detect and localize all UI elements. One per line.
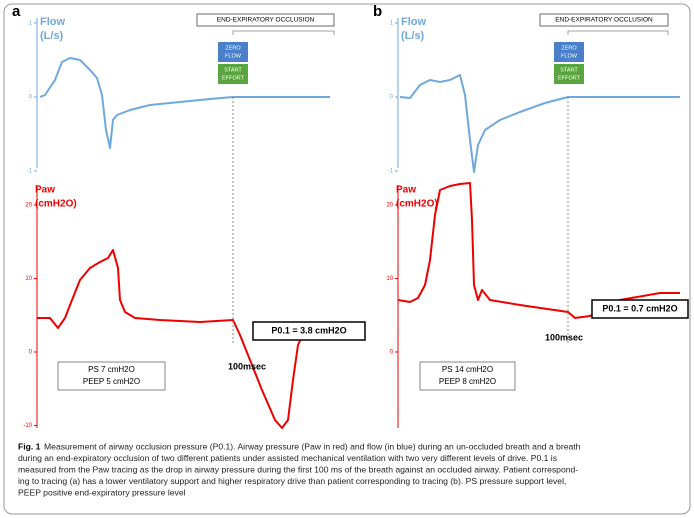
flow-label: Flow <box>40 16 65 28</box>
p01-box <box>591 299 689 319</box>
flow-tick-label: 0 <box>29 95 33 101</box>
flow-label: Flow <box>401 16 426 28</box>
p01-label: P0.1 = 3.8 cmH2O <box>271 325 346 335</box>
flow-label: (L/s) <box>40 30 64 42</box>
caption-line: ing to tracing (a) has a lower ventilato… <box>18 476 566 486</box>
settings-label: PS 14 cmH2O <box>442 365 493 374</box>
paw-tick-label: 0 <box>390 350 394 356</box>
paw-tick-label: 0 <box>29 350 33 356</box>
caption-label: Fig. 1 <box>18 441 41 451</box>
paw-tick-label: 20 <box>25 203 32 209</box>
figure-border <box>3 3 691 515</box>
paw-label: (cmH2O) <box>396 199 438 210</box>
occlusion-bracket <box>232 30 335 35</box>
paw-tick-label: 10 <box>25 276 32 282</box>
interval-label: 100msec <box>228 361 266 371</box>
occlusion-box <box>539 13 669 27</box>
paw-label: (cmH2O) <box>35 199 77 210</box>
caption-line: measured from the Paw tracing as the dro… <box>18 464 578 474</box>
paw-trace <box>37 249 321 429</box>
paw-trace <box>397 182 680 319</box>
caption-line: during an end-expiratory occlusion of tw… <box>18 453 557 463</box>
caption-line: Measurement of airway occlusion pressure… <box>44 441 581 451</box>
zero-flow-label: ZERO <box>561 45 577 51</box>
paw-label: Paw <box>396 185 416 196</box>
p01-label: P0.1 = 0.7 cmH2O <box>602 303 677 313</box>
flow-tick-label: 0 <box>390 95 394 101</box>
settings-box <box>57 361 166 391</box>
start-effort-label: EFFORT <box>222 75 245 81</box>
zero-flow-label: FLOW <box>561 53 578 59</box>
start-effort-box <box>554 64 584 84</box>
start-effort-label: START <box>224 67 242 73</box>
settings-label: PEEP 5 cmH2O <box>83 377 140 386</box>
paw-label: Paw <box>35 185 55 196</box>
paw-tick-label: -10 <box>23 423 32 429</box>
settings-label: PS 7 cmH2O <box>88 365 135 374</box>
p01-box <box>252 321 366 341</box>
interval-label: 100msec <box>545 332 583 342</box>
occlusion-box <box>196 13 335 27</box>
start-effort-box <box>218 64 248 84</box>
zero-flow-box <box>554 42 584 62</box>
zero-flow-label: ZERO <box>225 45 241 51</box>
caption-line: PEEP positive end-expiratory pressure le… <box>18 487 186 497</box>
flow-tick-label: 1 <box>29 21 33 27</box>
zero-flow-label: FLOW <box>225 53 242 59</box>
panel-label: a <box>12 3 21 20</box>
occlusion-bracket <box>567 30 669 35</box>
paw-tick-label: 10 <box>386 276 393 282</box>
panel-label: b <box>373 3 382 20</box>
flow-trace <box>39 57 330 149</box>
occlusion-label: END-EXPIRATORY OCCLUSION <box>217 17 315 24</box>
flow-tick-label: 1 <box>390 21 394 27</box>
settings-box <box>419 361 516 391</box>
flow-trace <box>399 74 680 173</box>
zero-flow-box <box>218 42 248 62</box>
start-effort-label: START <box>560 67 578 73</box>
occlusion-label: END-EXPIRATORY OCCLUSION <box>555 17 653 24</box>
flow-label: (L/s) <box>401 30 425 42</box>
settings-label: PEEP 8 cmH2O <box>439 377 496 386</box>
paw-tick-label: 20 <box>386 203 393 209</box>
flow-tick-label: -1 <box>388 169 394 175</box>
flow-tick-label: -1 <box>27 169 33 175</box>
start-effort-label: EFFORT <box>558 75 581 81</box>
